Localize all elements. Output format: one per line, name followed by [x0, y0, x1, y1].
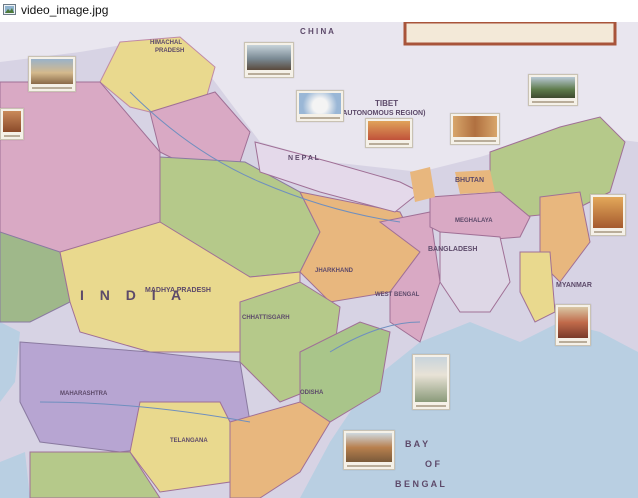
map-photo-thumbnail	[343, 430, 395, 470]
label-of: O F	[425, 459, 441, 469]
map-photo-thumbnail	[528, 74, 578, 106]
label-myanmar: MYANMAR	[556, 282, 592, 289]
map-photo-thumbnail	[450, 113, 500, 145]
map-photo-thumbnail	[365, 118, 413, 148]
map-photo-thumbnail	[590, 194, 626, 236]
label-country: I N D I A	[80, 287, 187, 303]
label-chhattisgarh: CHHATTISGARH	[242, 315, 290, 321]
label-bangladesh: BANGLADESH	[428, 246, 477, 253]
label-bay: B A Y	[405, 439, 428, 449]
label-odisha: ODISHA	[300, 390, 324, 396]
window-title: video_image.jpg	[21, 3, 109, 17]
label-jharkhand: JHARKHAND	[315, 268, 354, 274]
image-file-icon	[3, 4, 16, 15]
map-photo-thumbnail	[296, 90, 344, 122]
map-photo-thumbnail	[555, 304, 591, 346]
label-nepal: N E P A L	[288, 155, 320, 162]
label-china: C H I N A	[300, 27, 334, 36]
label-bhutan: BHUTAN	[455, 177, 484, 184]
image-canvas[interactable]: C H I N A TIBET (AUTONOMOUS REGION) N E …	[0, 22, 638, 498]
label-pradesh-h: PRADESH	[155, 48, 184, 54]
title-bar[interactable]: video_image.jpg	[0, 0, 638, 22]
label-madhya-pradesh: MADHYA PRADESH	[145, 287, 211, 294]
label-bengal: B E N G A L	[395, 479, 445, 489]
label-west-bengal: WEST BENGAL	[375, 292, 420, 298]
label-maharashtra: MAHARASHTRA	[60, 391, 108, 397]
label-tibet: TIBET	[375, 99, 398, 108]
map-photo-thumbnail	[0, 108, 24, 140]
map-photo-thumbnail	[412, 354, 450, 410]
label-tibet-sub: (AUTONOMOUS REGION)	[340, 110, 425, 117]
label-himachal: HIMACHAL	[150, 40, 182, 46]
label-telangana: TELANGANA	[170, 438, 208, 444]
label-meghalaya: MEGHALAYA	[455, 218, 493, 224]
map-photo-thumbnail	[28, 56, 76, 92]
map-photo-thumbnail	[244, 42, 294, 78]
